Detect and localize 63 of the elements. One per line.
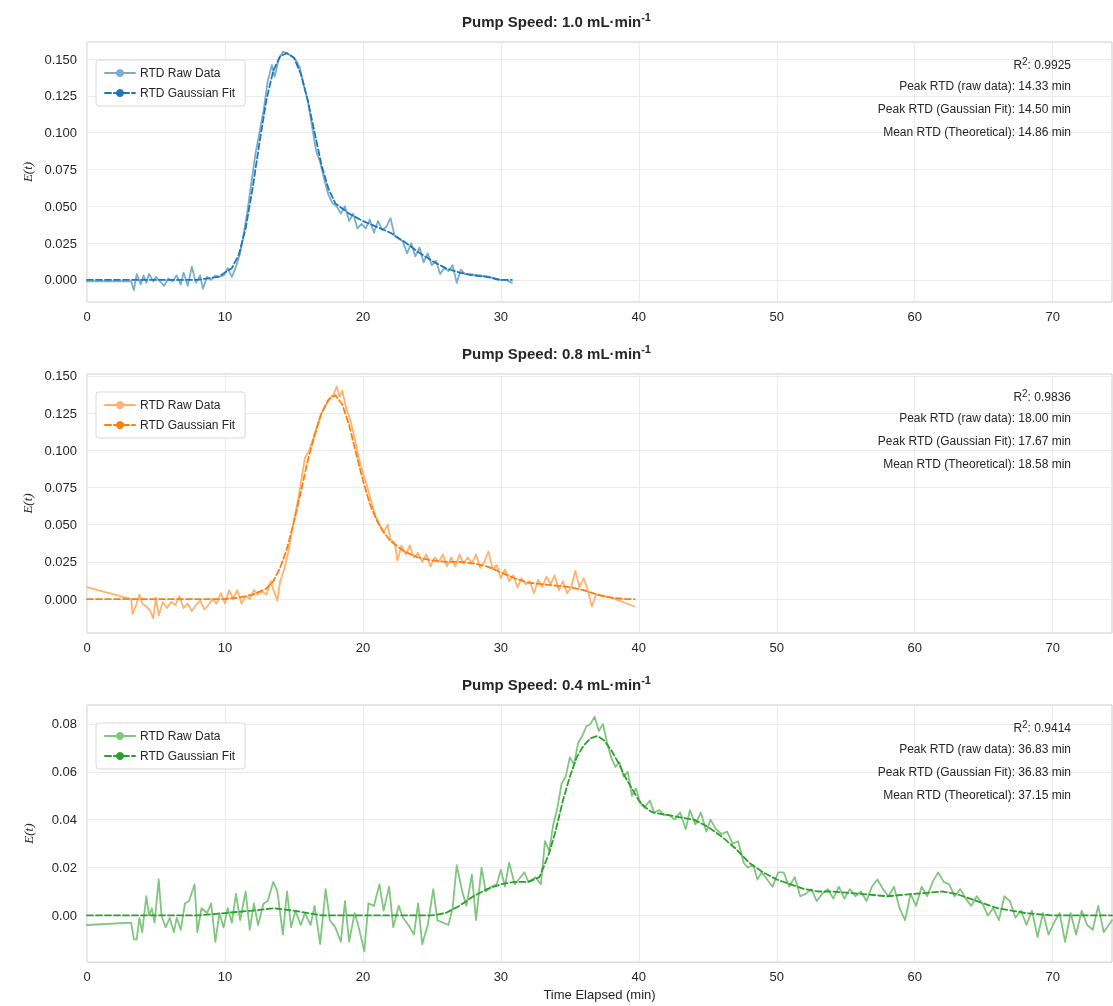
y-tick-label: 0.00 <box>51 907 77 923</box>
x-tick-label: 60 <box>907 969 922 985</box>
x-tick-label: 70 <box>1045 640 1060 655</box>
annotation: Peak RTD (raw data): 14.33 min <box>899 79 1072 93</box>
y-tick-label: 0.025 <box>44 235 77 251</box>
x-tick-label: 50 <box>769 640 785 655</box>
annotation: Peak RTD (Gaussian Fit): 14.50 min <box>877 102 1071 116</box>
y-tick-label: 0.04 <box>51 812 77 828</box>
x-tick-label: 0 <box>83 309 91 324</box>
x-tick-label: 70 <box>1045 309 1060 324</box>
y-tick-label: 0.150 <box>44 368 77 384</box>
x-tick-label: 60 <box>907 309 922 324</box>
legend-label: RTD Raw Data <box>140 729 221 743</box>
y-axis-title: E(t) <box>21 823 36 845</box>
y-tick-label: 0.02 <box>51 860 77 876</box>
x-tick-label: 10 <box>217 969 233 985</box>
x-tick-label: 20 <box>355 969 371 985</box>
annotation: Peak RTD (raw data): 18.00 min <box>899 411 1072 425</box>
x-tick-label: 20 <box>355 640 371 655</box>
y-tick-label: 0.100 <box>44 125 77 141</box>
annotation: Mean RTD (Theoretical): 18.58 min <box>883 457 1072 471</box>
y-axis-title: E(t) <box>19 161 35 184</box>
x-tick-label: 40 <box>631 969 647 985</box>
y-axis-title: E(t) <box>19 493 35 515</box>
x-tick-label: 30 <box>493 969 509 985</box>
y-tick-label: 0.000 <box>44 272 77 288</box>
x-tick-label: 30 <box>493 640 509 655</box>
legend-label: RTD Raw Data <box>140 398 221 412</box>
y-tick-label: 0.06 <box>51 764 77 780</box>
y-tick-label: 0.125 <box>44 405 77 421</box>
y-tick-label: 0.050 <box>44 517 77 533</box>
annotation: Mean RTD (Theoretical): 14.86 min <box>883 125 1072 139</box>
x-tick-label: 0 <box>83 969 91 985</box>
y-tick-label: 0.08 <box>51 716 77 732</box>
y-tick-label: 0.075 <box>44 162 77 177</box>
y-tick-label: 0.050 <box>44 198 77 214</box>
y-tick-label: 0.150 <box>44 51 77 67</box>
annotation: Peak RTD (raw data): 36.83 min <box>899 742 1072 756</box>
legend-label: RTD Raw Data <box>140 66 221 80</box>
legend-label: RTD Gaussian Fit <box>140 749 236 763</box>
y-tick-label: 0.000 <box>44 591 77 607</box>
annotation: Mean RTD (Theoretical): 37.15 min <box>883 788 1072 802</box>
line-series <box>86 715 1113 953</box>
x-tick-label: 50 <box>769 969 785 985</box>
y-tick-label: 0.100 <box>44 442 77 458</box>
x-tick-label: 10 <box>217 640 233 655</box>
x-tick-label: 20 <box>355 309 371 324</box>
annotation: Peak RTD (Gaussian Fit): 17.67 min <box>877 434 1071 448</box>
x-tick-label: 60 <box>907 640 922 655</box>
x-tick-label: 40 <box>631 309 647 324</box>
legend-label: RTD Gaussian Fit <box>140 418 236 432</box>
x-tick-label: 40 <box>631 640 647 655</box>
y-tick-label: 0.075 <box>44 480 77 496</box>
annotation: Peak RTD (Gaussian Fit): 36.83 min <box>877 765 1071 779</box>
x-tick-label: 50 <box>769 309 785 324</box>
x-axis-title: Time Elapsed (min) <box>543 987 656 1002</box>
x-tick-label: 0 <box>83 640 91 655</box>
legend-label: RTD Gaussian Fit <box>140 86 236 100</box>
x-tick-label: 30 <box>493 309 509 324</box>
x-tick-label: 10 <box>217 309 233 324</box>
x-tick-label: 70 <box>1045 969 1060 985</box>
y-tick-label: 0.025 <box>44 554 77 570</box>
y-tick-label: 0.125 <box>44 88 77 104</box>
